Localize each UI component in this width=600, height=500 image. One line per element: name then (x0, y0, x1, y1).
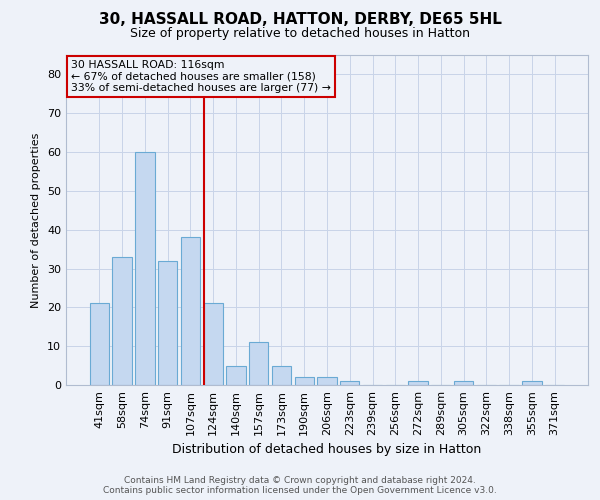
Bar (203, 304, 223, 385)
Bar (409, 381, 428, 385)
Text: 30 HASSALL ROAD: 116sqm
← 67% of detached houses are smaller (158)
33% of semi-d: 30 HASSALL ROAD: 116sqm ← 67% of detache… (71, 60, 331, 93)
Bar (249, 342, 268, 385)
Bar (226, 366, 245, 385)
Bar (181, 238, 200, 385)
Y-axis label: Number of detached properties: Number of detached properties (31, 132, 41, 308)
Bar (295, 377, 314, 385)
Text: Size of property relative to detached houses in Hatton: Size of property relative to detached ho… (130, 28, 470, 40)
Bar (317, 377, 337, 385)
Bar (272, 366, 291, 385)
Bar (112, 257, 132, 385)
X-axis label: Distribution of detached houses by size in Hatton: Distribution of detached houses by size … (172, 444, 482, 456)
Bar (135, 152, 155, 385)
Bar (340, 381, 359, 385)
Bar (90, 304, 109, 385)
Text: Contains HM Land Registry data © Crown copyright and database right 2024.
Contai: Contains HM Land Registry data © Crown c… (103, 476, 497, 495)
Text: 30, HASSALL ROAD, HATTON, DERBY, DE65 5HL: 30, HASSALL ROAD, HATTON, DERBY, DE65 5H… (98, 12, 502, 28)
Bar (454, 381, 473, 385)
Bar (158, 261, 178, 385)
Bar (522, 381, 542, 385)
